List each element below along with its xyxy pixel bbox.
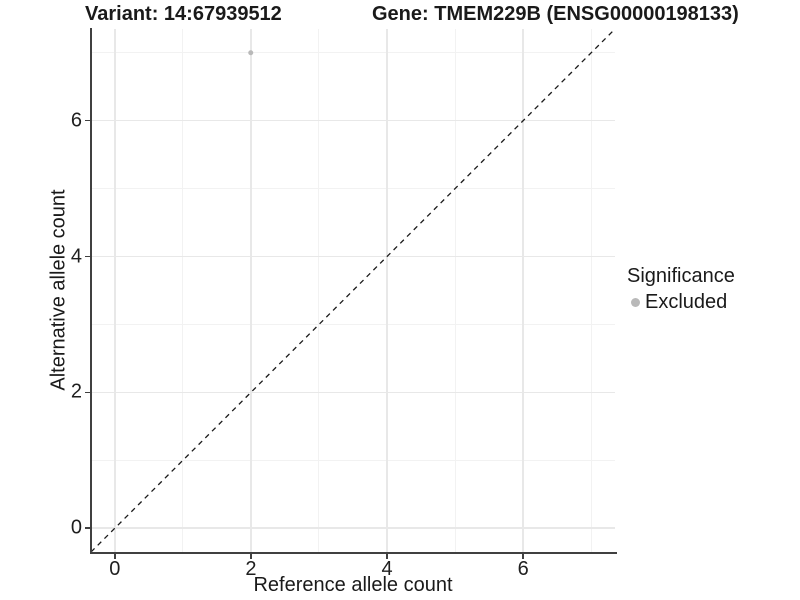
x-axis-tick [250, 554, 252, 559]
x-minor-gridline [590, 29, 592, 552]
identity-dashed-line [91, 29, 615, 552]
y-axis-tick [84, 119, 90, 122]
variant-title: Variant: 14:67939512 [85, 3, 282, 25]
y-tick-label: 2 [70, 380, 82, 403]
x-axis-line [89, 552, 617, 554]
y-tick-label: 0 [70, 516, 82, 539]
y-axis-line [89, 28, 92, 554]
x-tick-label: 6 [517, 558, 529, 580]
x-axis-tick [386, 554, 388, 559]
gene-title: Gene: TMEM229B (ENSG00000198133) [372, 3, 739, 25]
x-minor-gridline [454, 29, 456, 552]
x-minor-gridline [318, 29, 320, 552]
x-minor-gridline [182, 29, 184, 552]
legend-item-label: Excluded [645, 291, 728, 313]
x-tick-label: 0 [109, 558, 121, 580]
legend: Significance Excluded [627, 264, 735, 314]
y-axis-tick [84, 255, 90, 258]
x-tick-label: 4 [381, 558, 393, 580]
y-minor-gridline [91, 52, 615, 54]
plot-panel [91, 29, 615, 552]
x-axis-title: Reference allele count [253, 574, 453, 596]
y-major-gridline [91, 119, 615, 122]
y-minor-gridline [91, 188, 615, 190]
x-major-gridline [114, 29, 116, 552]
y-major-gridline [91, 391, 615, 394]
y-minor-gridline [91, 459, 615, 461]
x-major-gridline [250, 29, 252, 552]
x-major-gridline [522, 29, 524, 552]
y-axis-title: Alternative allele count [47, 189, 70, 391]
legend-key-dot-icon [631, 297, 640, 307]
y-minor-gridline [91, 323, 615, 325]
legend-item-excluded: Excluded [627, 290, 735, 314]
y-major-gridline [91, 527, 615, 529]
y-tick-label: 6 [70, 109, 82, 132]
x-axis-tick [114, 554, 116, 559]
data-point [248, 50, 254, 56]
x-major-gridline [386, 29, 388, 552]
x-axis-tick [522, 554, 524, 559]
y-major-gridline [91, 255, 615, 258]
y-axis-tick [84, 391, 90, 394]
y-tick-label: 4 [70, 245, 82, 268]
legend-title: Significance [627, 265, 735, 287]
x-tick-label: 2 [245, 558, 257, 580]
y-axis-tick [84, 527, 90, 529]
